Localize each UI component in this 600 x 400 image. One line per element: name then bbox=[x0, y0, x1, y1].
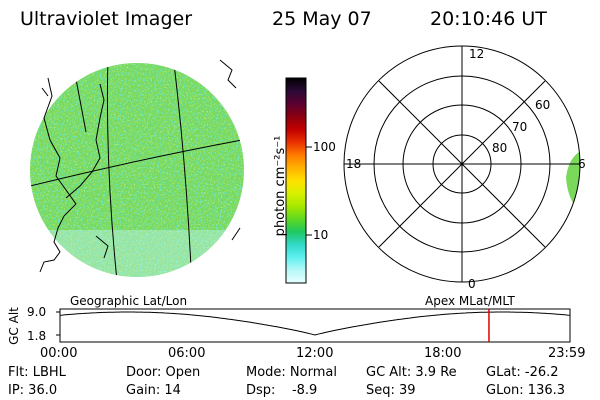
polar-hour-18: 18 bbox=[346, 157, 362, 171]
date-label: 25 May 07 bbox=[272, 8, 372, 30]
timeline-xtick-2359: 23:59 bbox=[548, 346, 586, 361]
timeline-ytick-1-8: 1.8 bbox=[27, 329, 47, 343]
filter-status: Flt: LBHL bbox=[8, 365, 66, 380]
geo-grid-lines bbox=[30, 63, 243, 277]
colorbar-label-100: 100 bbox=[313, 140, 336, 154]
time-label: 20:10:46 UT bbox=[430, 8, 547, 30]
glat-status: GLat: -26.2 bbox=[486, 365, 559, 380]
timeline-axis-label: GC Alt bbox=[7, 307, 21, 345]
seq-status: Seq: 39 bbox=[366, 383, 416, 398]
instrument-title: Ultraviolet Imager bbox=[20, 8, 193, 30]
polar-caption: Apex MLat/MLT bbox=[425, 294, 515, 308]
timeline-ytick-9: 9.0 bbox=[27, 305, 47, 319]
colorbar-strip bbox=[285, 77, 307, 284]
polar-lat-70: 70 bbox=[512, 120, 528, 134]
gc-alt-status: GC Alt: 3.9 Re bbox=[366, 365, 457, 380]
map-caption: Geographic Lat/Lon bbox=[70, 294, 188, 308]
polar-meridian-diag2 bbox=[378, 80, 546, 248]
mode-status: Mode: Normal bbox=[246, 365, 337, 380]
colorbar-label-10: 10 bbox=[313, 228, 329, 242]
orbit-altitude-curve bbox=[59, 311, 571, 336]
dsp-status: Dsp: -8.9 bbox=[246, 383, 318, 398]
polar-lat-60: 60 bbox=[535, 98, 551, 112]
polar-lat-80: 80 bbox=[492, 141, 508, 155]
timeline-xtick-1800: 18:00 bbox=[424, 346, 462, 361]
colorbar-unit-label: photon cm⁻²s⁻¹ bbox=[273, 135, 288, 237]
door-status: Door: Open bbox=[126, 365, 201, 380]
timeline-plot bbox=[56, 308, 571, 343]
glon-status: GLon: 136.3 bbox=[486, 383, 566, 398]
timeline-xtick-0600: 06:00 bbox=[168, 346, 206, 361]
gain-status: Gain: 14 bbox=[126, 383, 181, 398]
ip-status: IP: 36.0 bbox=[8, 383, 58, 398]
polar-hour-12: 12 bbox=[469, 47, 485, 61]
polar-hour-6: 6 bbox=[578, 157, 586, 171]
polar-hour-0: 0 bbox=[468, 277, 476, 291]
timeline-frame bbox=[59, 308, 571, 343]
timeline-y-ticks bbox=[56, 311, 60, 336]
timeline-xtick-0000: 00:00 bbox=[40, 346, 78, 361]
timeline-xtick-1200: 12:00 bbox=[296, 346, 334, 361]
colorbar bbox=[285, 77, 312, 284]
polar-grid bbox=[343, 45, 581, 283]
polar-plot bbox=[343, 45, 581, 283]
uv-image-disk bbox=[30, 59, 244, 277]
coastlines bbox=[39, 59, 241, 273]
